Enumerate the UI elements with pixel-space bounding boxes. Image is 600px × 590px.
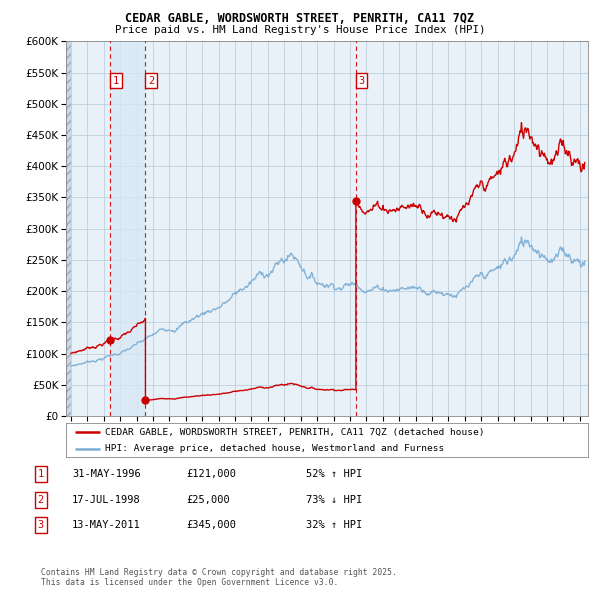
- Text: £345,000: £345,000: [186, 520, 236, 530]
- Text: £25,000: £25,000: [186, 495, 230, 504]
- Bar: [66, 41, 71, 416]
- Text: Contains HM Land Registry data © Crown copyright and database right 2025.
This d: Contains HM Land Registry data © Crown c…: [41, 568, 397, 587]
- Text: 13-MAY-2011: 13-MAY-2011: [72, 520, 141, 530]
- Text: 17-JUL-1998: 17-JUL-1998: [72, 495, 141, 504]
- Text: 2: 2: [38, 495, 44, 504]
- Text: 3: 3: [358, 76, 365, 86]
- Text: 2: 2: [148, 76, 154, 86]
- Text: HPI: Average price, detached house, Westmorland and Furness: HPI: Average price, detached house, West…: [105, 444, 445, 453]
- Text: £121,000: £121,000: [186, 470, 236, 479]
- Text: 73% ↓ HPI: 73% ↓ HPI: [306, 495, 362, 504]
- Text: Price paid vs. HM Land Registry's House Price Index (HPI): Price paid vs. HM Land Registry's House …: [115, 25, 485, 35]
- Text: CEDAR GABLE, WORDSWORTH STREET, PENRITH, CA11 7QZ (detached house): CEDAR GABLE, WORDSWORTH STREET, PENRITH,…: [105, 428, 485, 437]
- Bar: [110, 41, 145, 416]
- Text: 1: 1: [113, 76, 119, 86]
- Text: 52% ↑ HPI: 52% ↑ HPI: [306, 470, 362, 479]
- Text: 31-MAY-1996: 31-MAY-1996: [72, 470, 141, 479]
- Text: 32% ↑ HPI: 32% ↑ HPI: [306, 520, 362, 530]
- Text: 1: 1: [38, 470, 44, 479]
- Text: 3: 3: [38, 520, 44, 530]
- Text: CEDAR GABLE, WORDSWORTH STREET, PENRITH, CA11 7QZ: CEDAR GABLE, WORDSWORTH STREET, PENRITH,…: [125, 12, 475, 25]
